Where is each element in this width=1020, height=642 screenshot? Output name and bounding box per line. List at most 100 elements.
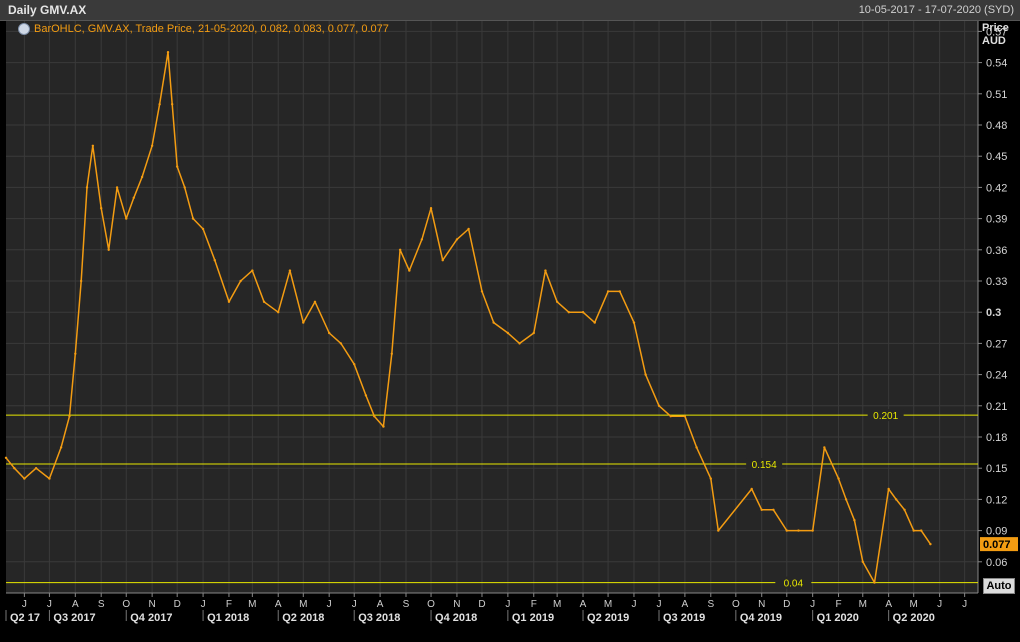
month-tick-label: A bbox=[377, 599, 384, 610]
month-tick-label: O bbox=[427, 599, 435, 610]
price-point bbox=[353, 363, 356, 366]
month-tick-label: M bbox=[553, 599, 561, 610]
price-point bbox=[107, 248, 110, 251]
price-point bbox=[302, 321, 305, 324]
price-point bbox=[327, 331, 331, 335]
legend-text: BarOHLC, GMV.AX, Trade Price, 21-05-2020… bbox=[34, 23, 389, 35]
y-tick-label: 0.21 bbox=[986, 401, 1007, 413]
month-tick-label: M bbox=[604, 599, 612, 610]
level-label: 0.154 bbox=[752, 460, 777, 471]
price-point bbox=[4, 456, 8, 459]
y-tick-label: 0.27 bbox=[986, 338, 1007, 350]
price-label: Price bbox=[982, 22, 1009, 34]
price-point bbox=[555, 300, 559, 303]
month-tick-label: M bbox=[299, 599, 307, 610]
price-point bbox=[201, 227, 205, 231]
y-tick-label: 0.42 bbox=[986, 182, 1007, 194]
month-tick-label: A bbox=[682, 599, 689, 610]
price-point bbox=[213, 259, 216, 262]
quarter-label: Q2 2018 bbox=[282, 612, 324, 624]
month-tick-label: O bbox=[122, 599, 130, 610]
level-label-bg bbox=[775, 576, 812, 589]
quarter-label: Q4 2017 bbox=[130, 612, 172, 624]
price-point bbox=[68, 415, 71, 418]
price-point bbox=[695, 446, 698, 449]
price-point bbox=[772, 508, 775, 511]
month-tick-label: M bbox=[859, 599, 867, 610]
month-tick-label: F bbox=[226, 599, 232, 610]
price-point bbox=[750, 487, 753, 491]
month-tick-label: A bbox=[580, 599, 587, 610]
y-tick-label: 0.33 bbox=[986, 276, 1007, 288]
chart-title: Daily GMV.AX bbox=[8, 3, 87, 17]
price-point bbox=[606, 290, 610, 293]
price-point bbox=[382, 425, 385, 428]
price-point bbox=[567, 311, 571, 314]
price-point bbox=[823, 446, 826, 449]
month-tick-label: N bbox=[758, 599, 765, 610]
month-tick-label: D bbox=[174, 599, 181, 610]
last-price-badge bbox=[980, 537, 1018, 552]
price-point bbox=[853, 519, 856, 522]
month-tick-label: J bbox=[657, 599, 662, 610]
y-tick-label: 0.45 bbox=[986, 151, 1007, 163]
price-point bbox=[227, 300, 231, 303]
quarter-label: Q4 2018 bbox=[435, 612, 477, 624]
y-tick-label: 0.51 bbox=[986, 89, 1007, 101]
month-tick-label: A bbox=[885, 599, 892, 610]
month-tick-label: N bbox=[453, 599, 460, 610]
y-tick-label: 0.54 bbox=[986, 58, 1007, 70]
price-point bbox=[398, 248, 402, 251]
y-tick-label: 0.15 bbox=[986, 463, 1007, 475]
month-tick-label: J bbox=[22, 599, 27, 610]
level-label: 0.201 bbox=[873, 411, 898, 422]
price-point bbox=[903, 508, 906, 511]
price-point bbox=[669, 415, 672, 418]
price-point bbox=[709, 477, 712, 480]
plot-area[interactable] bbox=[6, 21, 978, 593]
price-point bbox=[492, 321, 495, 324]
series-legend[interactable]: BarOHLC, GMV.AX, Trade Price, 21-05-2020… bbox=[18, 23, 389, 35]
quarter-label: Q1 2020 bbox=[817, 612, 859, 624]
price-point bbox=[251, 269, 254, 272]
price-point bbox=[390, 352, 393, 355]
price-point bbox=[929, 542, 932, 546]
price-point bbox=[837, 477, 840, 480]
month-tick-label: N bbox=[149, 599, 156, 610]
price-point bbox=[467, 227, 470, 231]
price-point bbox=[183, 186, 186, 189]
month-tick-label: J bbox=[937, 599, 942, 610]
month-tick-label: D bbox=[478, 599, 485, 610]
price-point bbox=[920, 529, 923, 532]
price-point bbox=[644, 373, 647, 376]
price-point bbox=[339, 342, 343, 345]
price-point bbox=[288, 269, 292, 272]
price-point bbox=[618, 290, 621, 293]
price-point bbox=[132, 196, 135, 199]
price-point bbox=[420, 238, 424, 241]
price-point bbox=[34, 467, 38, 470]
last-price-label: 0.077 bbox=[983, 539, 1011, 551]
y-tick-label: 0.24 bbox=[986, 370, 1007, 382]
month-tick-label: J bbox=[962, 599, 967, 610]
y-tick-label: 0.36 bbox=[986, 245, 1007, 257]
price-point bbox=[455, 238, 459, 241]
month-tick-label: J bbox=[327, 599, 332, 610]
y-tick-label: 0.09 bbox=[986, 526, 1007, 538]
level-label-bg bbox=[867, 409, 904, 422]
quarter-label: Q4 2019 bbox=[740, 612, 782, 624]
quarter-label: Q1 2018 bbox=[207, 612, 249, 624]
price-point bbox=[657, 404, 661, 407]
y-tick-label: 0.48 bbox=[986, 120, 1007, 132]
quarter-label: Q3 2018 bbox=[358, 612, 400, 624]
price-point bbox=[532, 331, 535, 335]
auto-scale-button[interactable]: Auto bbox=[983, 578, 1015, 594]
quarter-label: Q2 17 bbox=[10, 612, 40, 624]
month-tick-label: S bbox=[98, 599, 105, 610]
month-tick-label: J bbox=[810, 599, 815, 610]
price-point bbox=[59, 446, 63, 449]
price-point bbox=[632, 321, 636, 324]
price-point bbox=[912, 529, 915, 532]
level-label-bg bbox=[746, 458, 783, 471]
